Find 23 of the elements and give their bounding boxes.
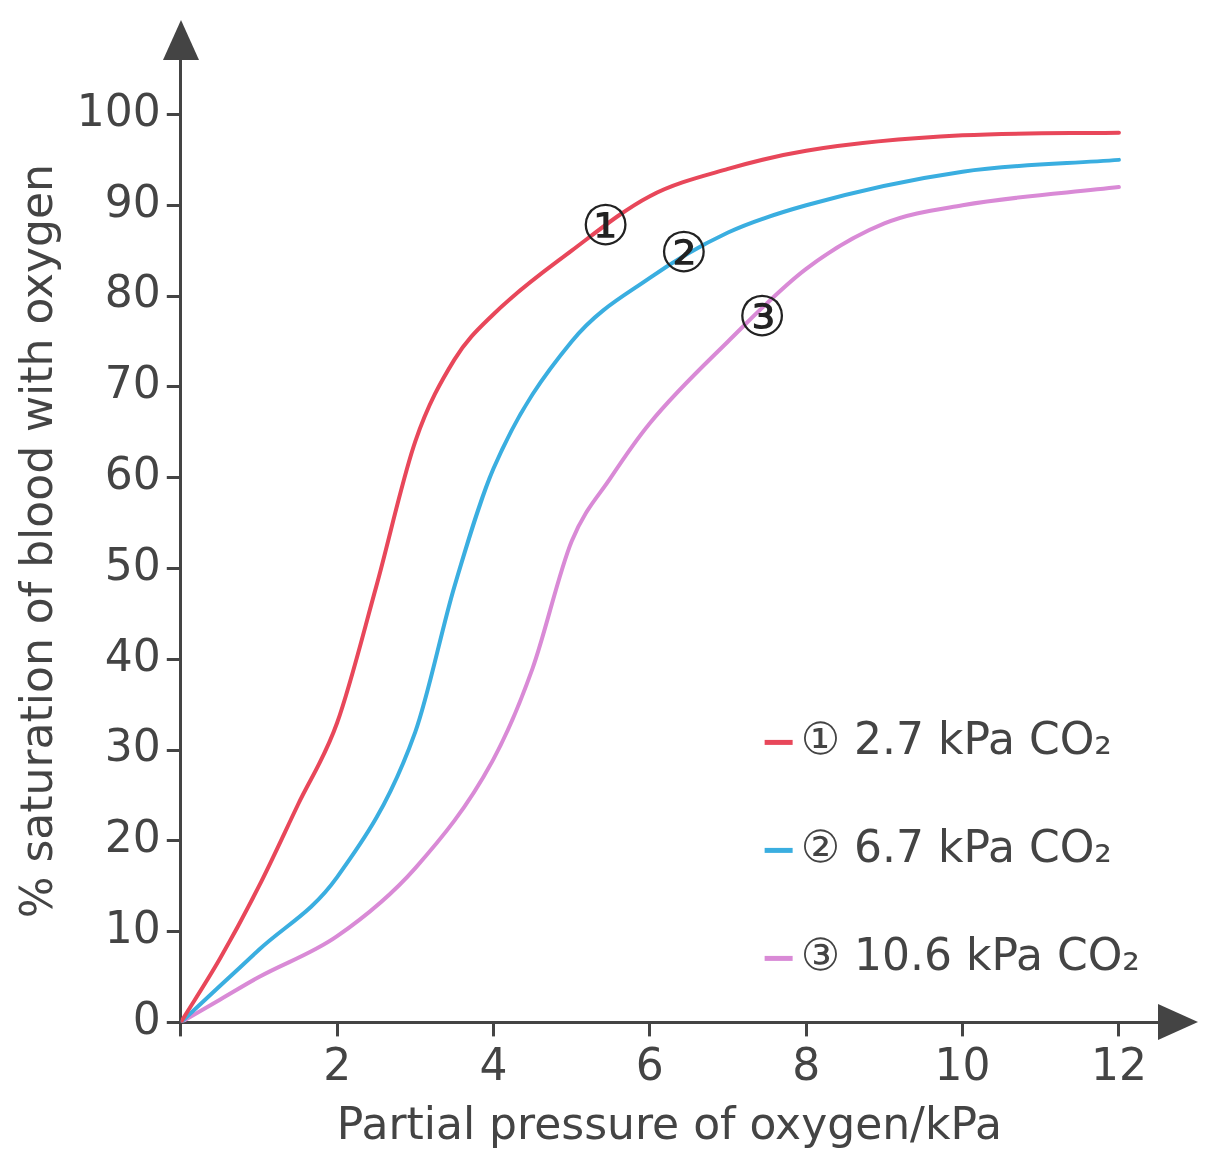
x-tick-label: 12 — [1090, 1039, 1147, 1091]
y-tick-label: 40 — [104, 629, 161, 681]
y-tick-label: 20 — [104, 811, 161, 863]
x-axis-title: Partial pressure of oxygen/kPa — [336, 1098, 1002, 1150]
legend-label: ③ 10.6 kPa CO₂ — [800, 928, 1141, 980]
x-tick-label: 8 — [792, 1039, 821, 1091]
x-tick-label: 6 — [635, 1039, 664, 1091]
legend-label: ① 2.7 kPa CO₂ — [800, 712, 1113, 764]
annotation: ③ — [736, 284, 788, 349]
y-tick-label: 70 — [104, 357, 161, 409]
y-tick-label: 0 — [132, 992, 161, 1044]
y-tick-label: 100 — [76, 84, 161, 136]
legend-label: ② 6.7 kPa CO₂ — [800, 820, 1113, 872]
y-tick-label: 80 — [104, 266, 161, 318]
y-tick-label: 30 — [104, 720, 161, 772]
x-tick-label: 4 — [479, 1039, 508, 1091]
y-axis-title: % saturation of blood with oxygen — [10, 164, 62, 919]
y-tick-label: 50 — [104, 538, 161, 590]
y-tick-label: 60 — [104, 448, 161, 500]
x-tick-label: 2 — [323, 1039, 352, 1091]
y-tick-label: 10 — [104, 902, 161, 954]
y-tick-label: 90 — [104, 175, 161, 227]
x-tick-label: 10 — [934, 1039, 991, 1091]
